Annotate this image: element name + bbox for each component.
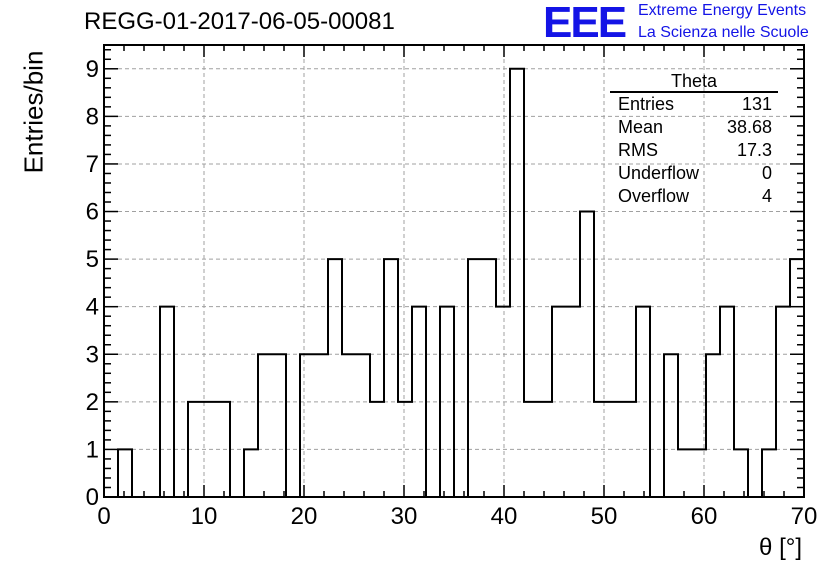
y-tick-label: 8 [86,103,99,130]
histogram-bin [482,259,496,497]
stats-value: 131 [741,94,772,114]
x-tick-label: 10 [191,503,218,530]
y-tick-label: 2 [86,389,99,416]
stats-row-rms: RMS 17.3 [610,139,778,162]
histogram-bin [734,449,748,497]
stats-row-underflow: Underflow 0 [610,162,778,185]
histogram-bin [342,354,356,497]
histogram-bin [384,259,398,497]
histogram-bin [762,449,776,497]
stats-label: RMS [618,140,658,160]
x-tick-label: 30 [391,503,418,530]
stats-value: 38.68 [726,117,772,137]
y-tick-label: 6 [86,199,99,226]
plot-frame [103,44,805,498]
x-axis-label: θ [°] [759,534,802,561]
stats-label: Entries [618,94,675,114]
x-tick-label: 20 [291,503,318,530]
x-tick-label: 40 [491,503,518,530]
histogram-bin [300,354,314,497]
histogram-bin [706,354,720,497]
x-axis-tick-labels: 0 10 20 30 40 50 60 70 [97,503,817,530]
histogram-bin [468,259,482,497]
x-tick-label: 70 [791,503,818,530]
y-axis-label: Entries/bin [18,50,49,174]
eee-logo-icon: EEE [543,0,627,47]
stats-value: 0 [761,163,772,183]
y-tick-label: 5 [86,246,99,273]
stats-label: Underflow [618,163,700,183]
histogram-bin [790,259,804,497]
stats-row-mean: Mean 38.68 [610,116,778,139]
histogram-bin [118,449,132,497]
logo-caption-line2: La Scienza nelle Scuole [638,24,809,41]
histogram-bin [328,259,342,497]
stats-box: Theta Entries 131 Mean 38.68 RMS 17.3 Un… [610,71,778,208]
axis-ticks [103,45,805,498]
y-tick-label: 1 [86,436,99,463]
histogram-bin [244,449,258,497]
x-tick-label: 60 [691,503,718,530]
histogram-bin [272,354,286,497]
y-tick-label: 0 [86,484,99,511]
stats-row-entries: Entries 131 [610,93,778,116]
histogram-bin [510,69,524,497]
stats-label: Mean [618,117,664,137]
histogram-bin [356,354,370,497]
stats-value: 17.3 [736,140,772,160]
x-tick-label: 0 [97,503,110,530]
y-tick-label: 4 [86,294,99,321]
histogram-bin [314,354,328,497]
histogram-bin [664,354,678,497]
stats-row-overflow: Overflow 4 [610,185,778,208]
run-title: REGG-01-2017-06-05-00081 [84,8,395,35]
stats-value: 4 [761,186,772,206]
y-axis-tick-labels: 0 1 2 3 4 5 6 7 8 9 [86,56,99,511]
x-tick-label: 50 [591,503,618,530]
histogram-bin [258,354,272,497]
logo-caption-line1: Extreme Energy Events [638,2,807,19]
y-tick-label: 7 [86,151,99,178]
stats-title: Theta [610,71,778,93]
y-tick-label: 3 [86,341,99,368]
stats-label: Overflow [618,186,690,206]
histogram-bin [678,449,692,497]
y-tick-label: 9 [86,56,99,83]
